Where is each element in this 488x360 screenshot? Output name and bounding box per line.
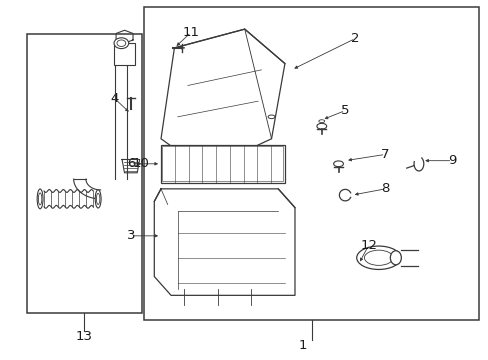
- Text: 8: 8: [381, 183, 389, 195]
- Ellipse shape: [114, 38, 128, 49]
- Text: 2: 2: [350, 32, 359, 45]
- Text: 13: 13: [76, 330, 92, 343]
- Text: 12: 12: [360, 239, 376, 252]
- Ellipse shape: [38, 193, 42, 205]
- Ellipse shape: [316, 123, 326, 129]
- Text: 9: 9: [447, 154, 456, 167]
- Ellipse shape: [95, 190, 101, 208]
- Ellipse shape: [96, 193, 100, 204]
- Ellipse shape: [389, 251, 401, 265]
- Text: 7: 7: [381, 148, 389, 161]
- Ellipse shape: [318, 120, 324, 123]
- Text: 3: 3: [126, 229, 135, 242]
- Bar: [114, 43, 135, 65]
- Text: 6: 6: [126, 157, 135, 170]
- Ellipse shape: [37, 189, 43, 209]
- Ellipse shape: [117, 40, 125, 46]
- Text: 1: 1: [298, 339, 307, 352]
- Bar: [161, 145, 285, 183]
- Text: 4: 4: [110, 91, 118, 104]
- Ellipse shape: [364, 250, 392, 265]
- Bar: [162, 147, 283, 181]
- Bar: [144, 7, 478, 320]
- Ellipse shape: [356, 246, 400, 270]
- Text: 5: 5: [340, 104, 349, 117]
- Ellipse shape: [267, 115, 274, 119]
- Text: 11: 11: [183, 26, 199, 39]
- Bar: [27, 34, 142, 313]
- Ellipse shape: [333, 161, 343, 167]
- Text: 10: 10: [132, 157, 149, 170]
